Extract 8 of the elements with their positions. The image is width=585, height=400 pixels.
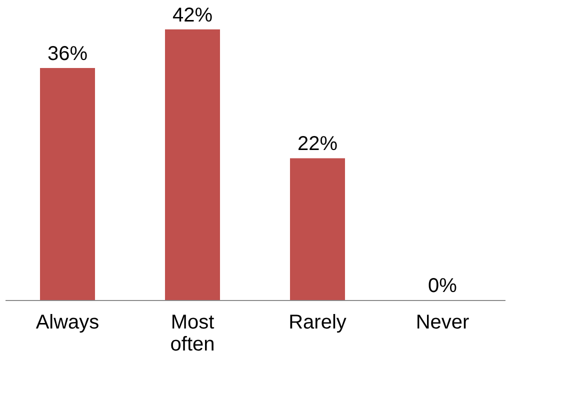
data-label: 42% [172, 4, 213, 26]
x-tick-label: Rarely [288, 312, 346, 334]
data-label: 0% [428, 275, 458, 297]
data-label: 36% [47, 43, 88, 65]
data-label: 22% [297, 133, 338, 156]
x-tick-label: Always [36, 312, 100, 334]
x-tick-label: Never [416, 312, 470, 334]
x-tick-label: Most often [170, 312, 215, 356]
